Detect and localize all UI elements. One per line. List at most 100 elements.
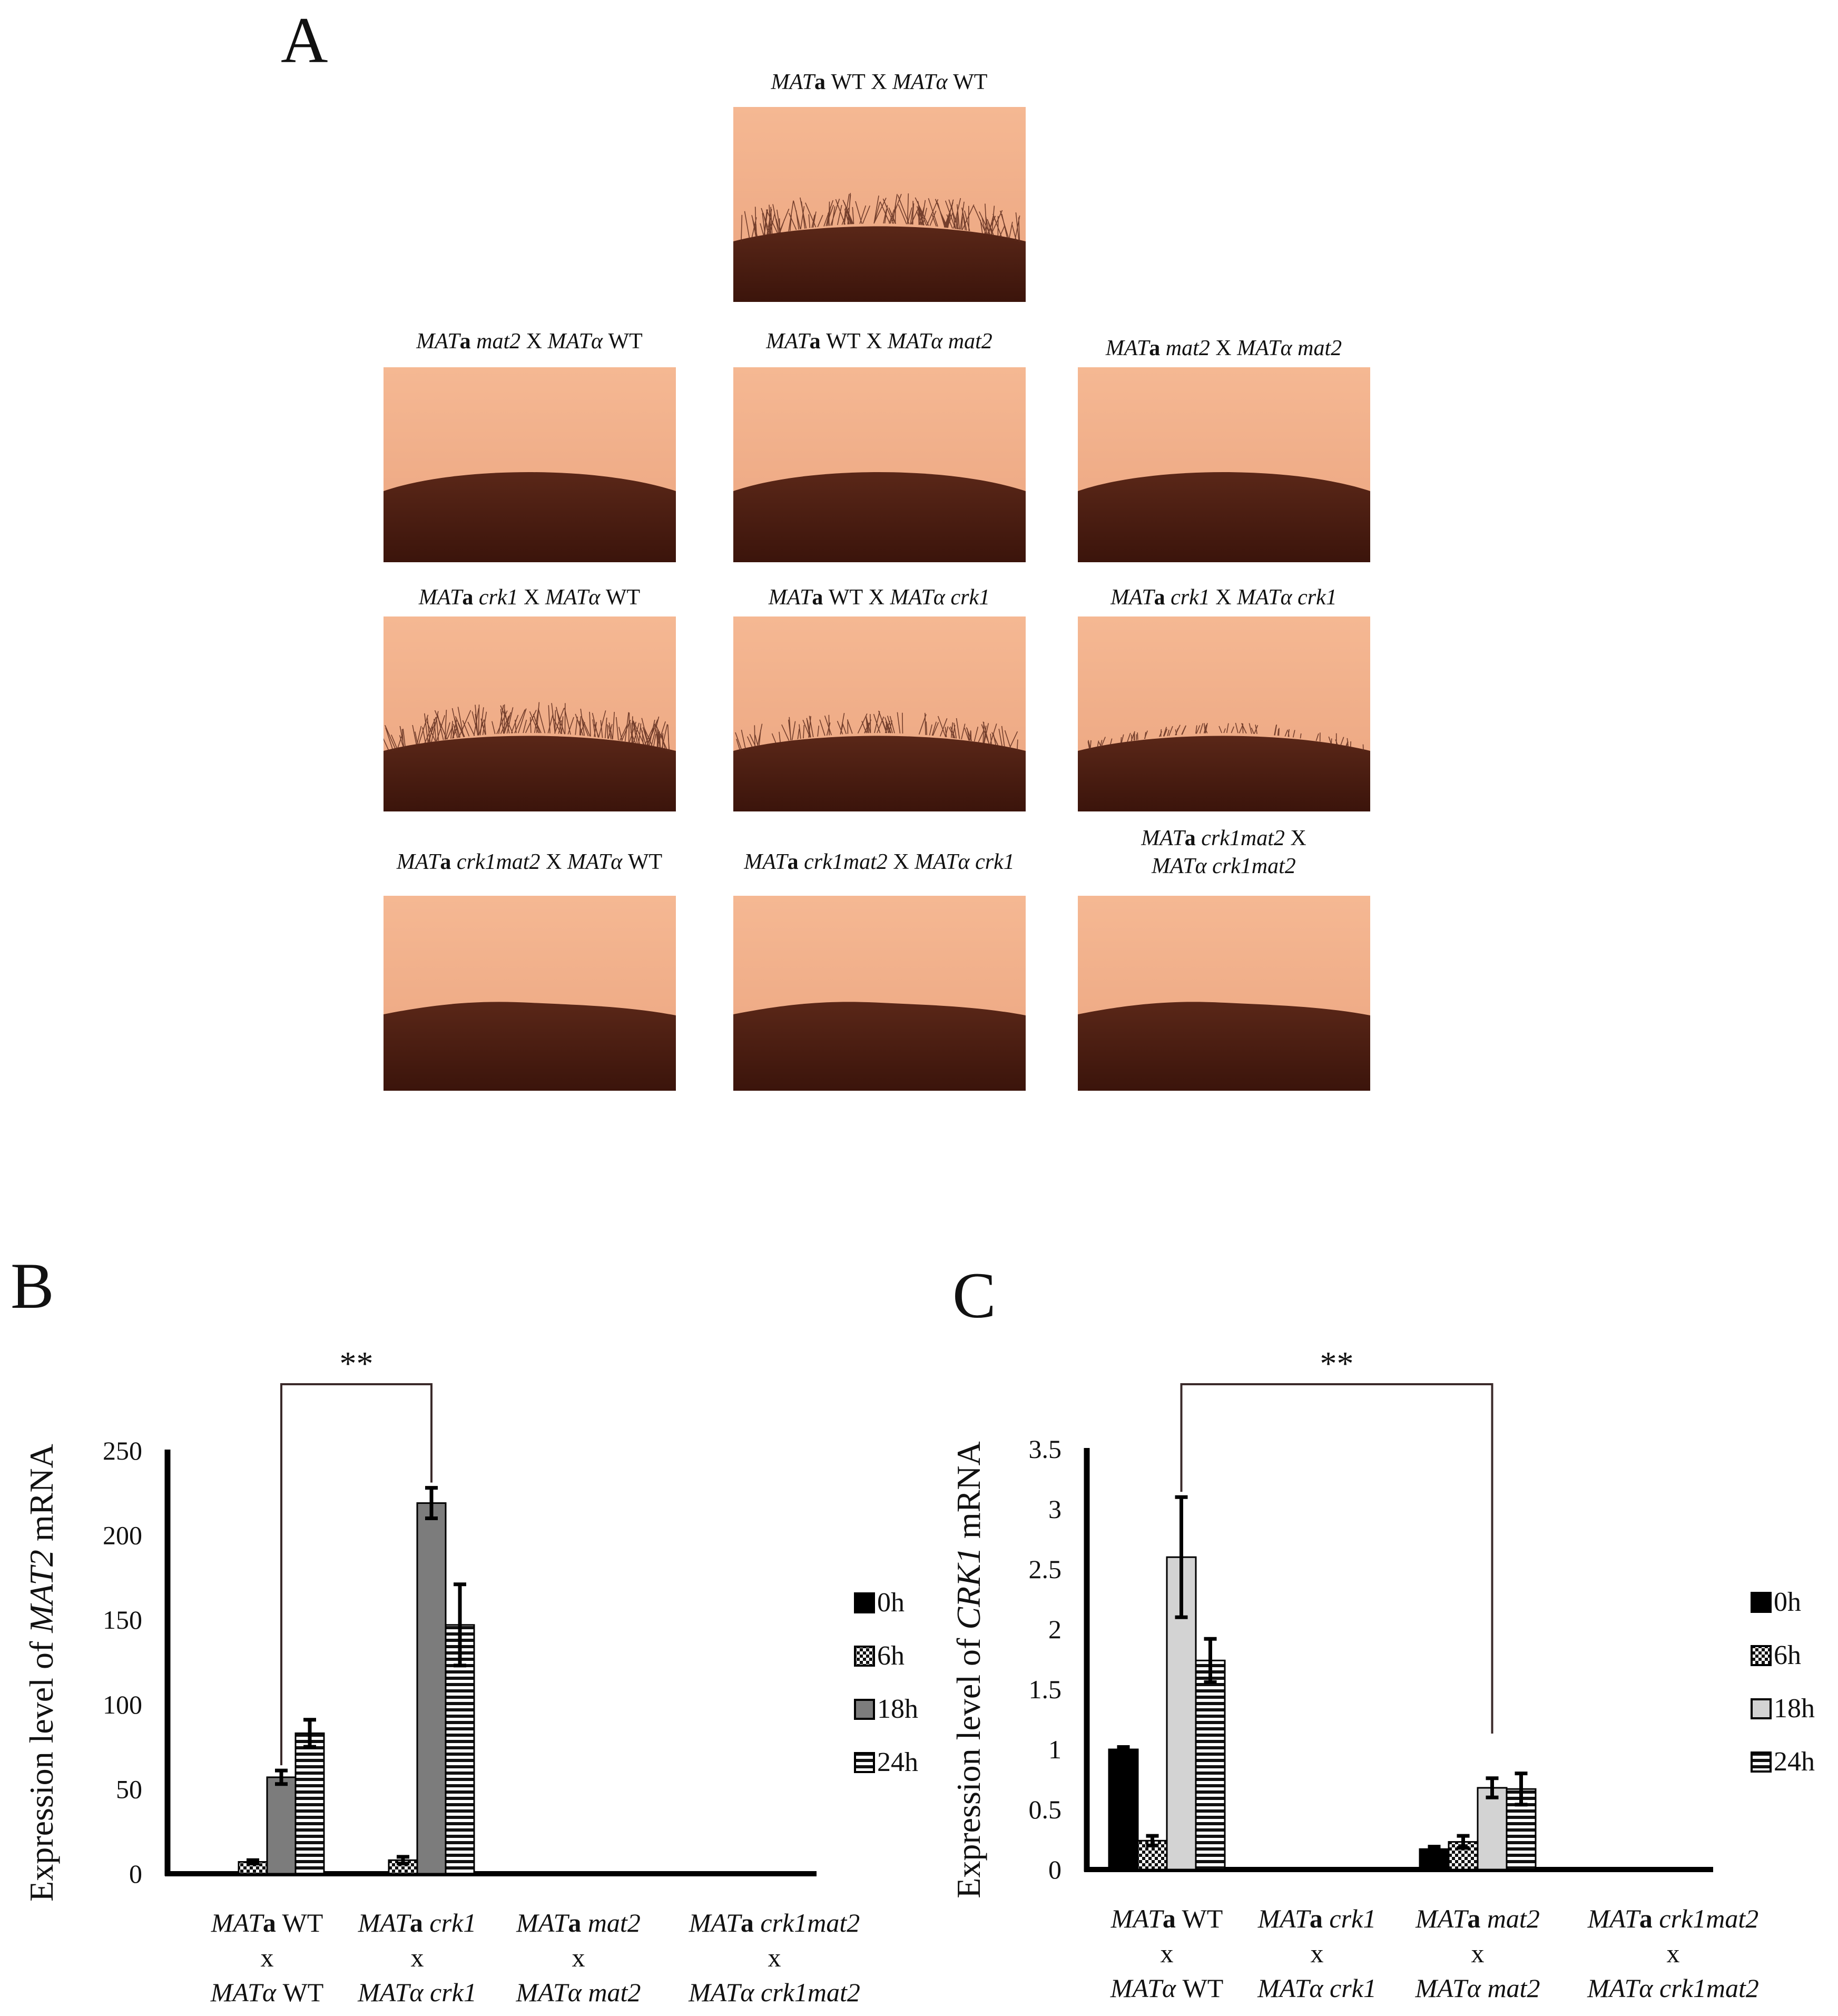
micrograph-label: MATa crk1mat2 X MATα WT [396, 850, 663, 874]
panel-letter: B [11, 1250, 54, 1322]
micrograph-label: MATa crk1mat2 X MATα crk1 [744, 850, 1015, 874]
bar-18h-0 [266, 1776, 297, 1875]
legend-swatch-0h [854, 1592, 875, 1613]
bar-18h-1 [416, 1502, 447, 1875]
colony [384, 736, 676, 811]
colony [1078, 1002, 1370, 1091]
legend-label: 0h [877, 1588, 905, 1618]
category-label-top: MATa mat2 [1415, 1904, 1540, 1933]
y-tick-label: 3.5 [1029, 1434, 1062, 1464]
legend-swatch-24h [854, 1752, 875, 1773]
micrograph-svg [733, 367, 1026, 562]
significance-label: ** [1320, 1345, 1354, 1382]
y-tick-label: 0.5 [1029, 1795, 1062, 1824]
micrograph-image [1078, 367, 1370, 562]
micrograph-image [1078, 896, 1370, 1091]
hyphae [741, 193, 1020, 242]
bar-0h-3 [716, 1871, 747, 1875]
micrograph-image [733, 367, 1026, 562]
significance-bracket [1180, 1383, 1493, 1734]
micrograph-svg [1078, 616, 1370, 811]
legend-label: 24h [1774, 1747, 1815, 1777]
y-tick-label: 0 [129, 1859, 142, 1888]
micrograph-svg [384, 896, 676, 1091]
micrograph-label: MATa WT X MATα crk1 [768, 585, 990, 610]
y-tick-label: 3 [1048, 1494, 1061, 1524]
legend-label: 6h [877, 1641, 905, 1671]
y-tick-label: 2 [1048, 1614, 1061, 1644]
category-label-bottom: MATα crk1mat2 [688, 1978, 860, 2007]
category-label-bottom: MATα crk1 [1257, 1973, 1377, 2003]
y-tick-label: 150 [103, 1605, 142, 1635]
category-label-top: MATa crk1 [1257, 1904, 1377, 1933]
micrograph-label: MATa crk1 X MATα WT [418, 585, 641, 610]
legend-label: 0h [1774, 1587, 1801, 1617]
legend-swatch-0h [1751, 1592, 1772, 1613]
micrograph-image [384, 616, 676, 811]
colony [1078, 472, 1370, 562]
category-label-top: MATa WT [211, 1908, 323, 1937]
category-label-mid: x [1471, 1939, 1485, 1968]
chart-b: B Expression level of MAT2 mRNA 0 50 100 150 2… [11, 1250, 918, 2007]
category-label-mid: x [411, 1943, 424, 1972]
hyphae [384, 702, 670, 752]
hyphae [735, 710, 1018, 751]
y-axis-label: Expression level of MAT2 mRNA [23, 1444, 60, 1902]
category-label-bottom: MATα mat2 [1415, 1973, 1540, 2003]
colony [1078, 736, 1370, 811]
micrograph-label: MATa WT X MATα WT [771, 70, 988, 94]
panel-a-letter: A [281, 4, 328, 76]
micrograph-svg [733, 616, 1026, 811]
colony [733, 226, 1026, 302]
micrograph-label: MATa crk1mat2 X MATα crk1mat2 [1141, 826, 1306, 878]
y-tick-label: 250 [103, 1436, 142, 1465]
y-tick-label: 1 [1048, 1735, 1061, 1764]
micrograph-label: MATa mat2 X MATα mat2 [1105, 336, 1342, 360]
legend-swatch-6h [854, 1646, 875, 1667]
colony [733, 1002, 1026, 1091]
micrograph-label: MATa WT X MATα mat2 [766, 329, 992, 354]
colony [384, 1002, 676, 1091]
legend-swatch-24h [1751, 1751, 1772, 1773]
category-label-bottom: MATα crk1 [357, 1978, 477, 2007]
panel-letter: C [952, 1259, 996, 1332]
category-label-top: MATa crk1mat2 [689, 1908, 860, 1937]
micrograph-svg [384, 616, 676, 811]
legend-swatch-6h [1751, 1645, 1772, 1666]
chart-c: C Expression level of CRK1 mRNA 0 0.5 1 1.5 2 2… [950, 1259, 1815, 2003]
micrograph-image [733, 616, 1026, 811]
category-label-mid: x [1311, 1939, 1324, 1968]
category-label-mid: x [572, 1943, 585, 1972]
micrograph-svg [1078, 367, 1370, 562]
micrograph-svg [733, 107, 1026, 302]
category-label-bottom: MATα mat2 [516, 1978, 641, 2007]
legend-label: 18h [1774, 1694, 1815, 1724]
colony [384, 472, 676, 562]
colony [733, 736, 1026, 811]
micrograph-svg [733, 896, 1026, 1091]
category-label-bottom: MATα crk1mat2 [1587, 1973, 1759, 2003]
micrograph-image [1078, 616, 1370, 811]
micrograph-image [733, 107, 1026, 302]
bar-0h-1 [359, 1871, 390, 1875]
bar-0h-2 [520, 1871, 551, 1875]
micrograph-image [384, 896, 676, 1091]
y-tick-label: 1.5 [1029, 1675, 1062, 1704]
significance-bracket [280, 1383, 433, 1766]
category-label-mid: x [261, 1943, 274, 1972]
category-label-top: MATa crk1mat2 [1587, 1904, 1759, 1933]
bar-24h-0 [294, 1732, 325, 1875]
category-label-bottom: MATα WT [210, 1978, 324, 2007]
category-label-top: MATa crk1 [358, 1908, 477, 1937]
category-label-top: MATa mat2 [516, 1908, 641, 1937]
micrograph-image [384, 367, 676, 562]
bar-0h-0 [1108, 1748, 1139, 1871]
y-tick-label: 2.5 [1029, 1554, 1062, 1584]
colony [733, 472, 1026, 562]
legend-swatch-18h [1751, 1698, 1772, 1719]
micrograph-label: MATa crk1 X MATα crk1 [1110, 585, 1337, 610]
micrograph-svg [1078, 896, 1370, 1091]
category-label-bottom: MATα WT [1110, 1973, 1224, 2003]
micrograph-svg [384, 367, 676, 562]
category-label-mid: x [768, 1943, 781, 1972]
